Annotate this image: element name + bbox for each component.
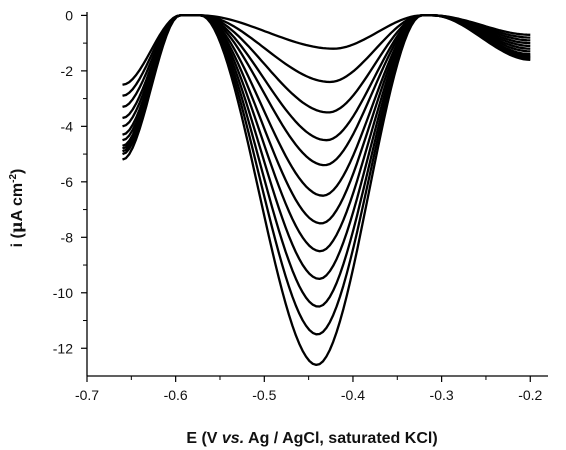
y-axis-title: i (μA cm-2) [7, 169, 26, 248]
series-line-10 [122, 14, 531, 308]
series-line-12 [122, 14, 531, 367]
x-tick-label: -0.3 [430, 387, 454, 403]
x-axis-title-post: Ag / AgCl, saturated KCl) [244, 430, 438, 447]
y-axis-title-unit: A cm [9, 183, 26, 222]
series-line-11 [122, 14, 531, 336]
x-tick-label: -0.5 [252, 387, 276, 403]
x-axis-title: E (V vs. Ag / AgCl, saturated KCl) [186, 430, 437, 447]
y-tick-label: -12 [53, 340, 73, 356]
series-line-7 [122, 14, 531, 225]
x-tick-label: -0.7 [75, 387, 99, 403]
y-tick-label: 0 [65, 7, 73, 23]
y-axis-title-post: ) [9, 169, 26, 174]
series-line-8 [122, 14, 531, 253]
y-tick-label: -4 [61, 118, 74, 134]
series-line-5 [122, 14, 531, 167]
series-line-6 [122, 14, 531, 197]
y-tick-label: -6 [61, 174, 74, 190]
x-tick-label: -0.6 [164, 387, 188, 403]
y-tick-label: -8 [61, 229, 74, 245]
ticks: -0.7 -0.6 -0.5 -0.4 -0.3 -0.2 0 -2 -4 -6 -8 -10 -12 [53, 7, 543, 403]
series-line-4 [122, 14, 531, 142]
y-axis-title-sup: -2 [8, 174, 19, 183]
series-lines [122, 14, 531, 367]
axes [86, 12, 548, 377]
x-axis-title-pre: E (V [186, 430, 222, 447]
series-line-9 [122, 14, 531, 281]
y-axis-title-mu: μ [7, 221, 26, 233]
x-tick-label: -0.2 [518, 387, 542, 403]
x-tick-label: -0.4 [341, 387, 365, 403]
x-axis-title-italic: vs. [222, 430, 244, 447]
y-axis-title-pre: i ( [9, 232, 26, 247]
y-tick-label: -10 [53, 285, 73, 301]
y-tick-label: -2 [61, 63, 74, 79]
